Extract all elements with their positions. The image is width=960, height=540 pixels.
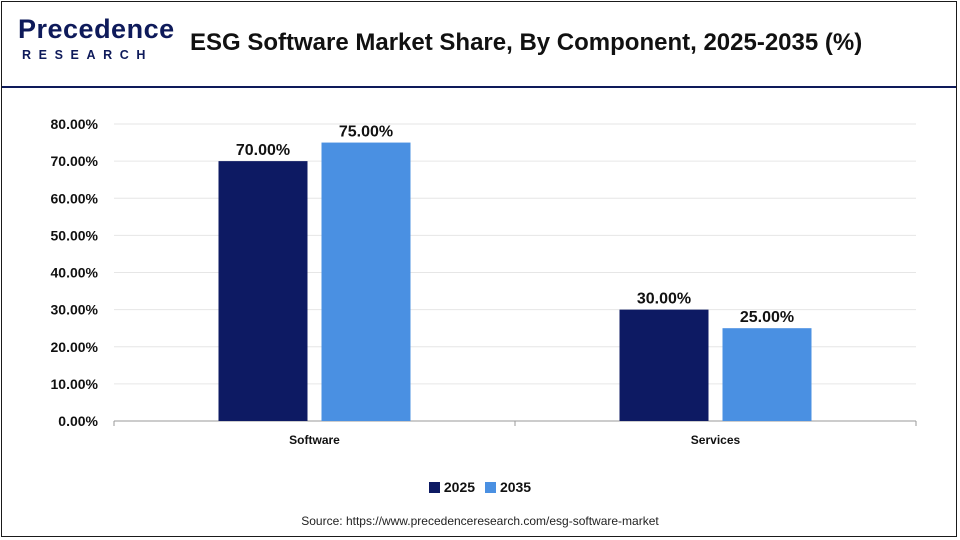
logo-subtitle: RESEARCH — [22, 48, 153, 62]
data-label: 30.00% — [637, 291, 691, 308]
legend-label-2025: 2025 — [443, 479, 476, 495]
y-tick-label: 30.00% — [51, 302, 99, 318]
legend-item-2035: 2035 — [484, 479, 532, 495]
y-tick-label: 10.00% — [51, 376, 99, 392]
source-note: Source: https://www.precedenceresearch.c… — [301, 514, 659, 528]
legend-item-2025: 2025 — [428, 479, 476, 495]
data-label: 25.00% — [740, 309, 794, 326]
bar-2035-services — [722, 328, 812, 421]
y-tick-label: 80.00% — [51, 116, 99, 132]
legend-swatch-2025 — [428, 481, 440, 493]
y-tick-label: 70.00% — [51, 153, 99, 169]
bar-2025-services — [619, 309, 709, 421]
y-tick-label: 50.00% — [51, 227, 99, 243]
y-tick-label: 60.00% — [51, 190, 99, 206]
legend-label-2035: 2035 — [499, 479, 532, 495]
y-tick-label: 0.00% — [58, 413, 98, 429]
data-label: 70.00% — [236, 142, 290, 159]
header: Precedence RESEARCH ESG Software Market … — [2, 2, 956, 88]
chart-title: ESG Software Market Share, By Component,… — [190, 29, 863, 56]
x-category-label: Services — [691, 433, 741, 447]
x-category-label: Software — [289, 433, 340, 447]
bar-2025-software — [218, 161, 308, 421]
bar-2035-software — [321, 142, 411, 421]
logo-wordmark: Precedence — [18, 14, 175, 44]
brand-logo: Precedence RESEARCH — [16, 14, 174, 74]
y-tick-label: 40.00% — [51, 265, 99, 281]
legend: 2025 2035 — [0, 479, 960, 496]
data-label: 75.00% — [339, 124, 393, 141]
legend-swatch-2035 — [484, 481, 496, 493]
y-tick-label: 20.00% — [51, 339, 99, 355]
